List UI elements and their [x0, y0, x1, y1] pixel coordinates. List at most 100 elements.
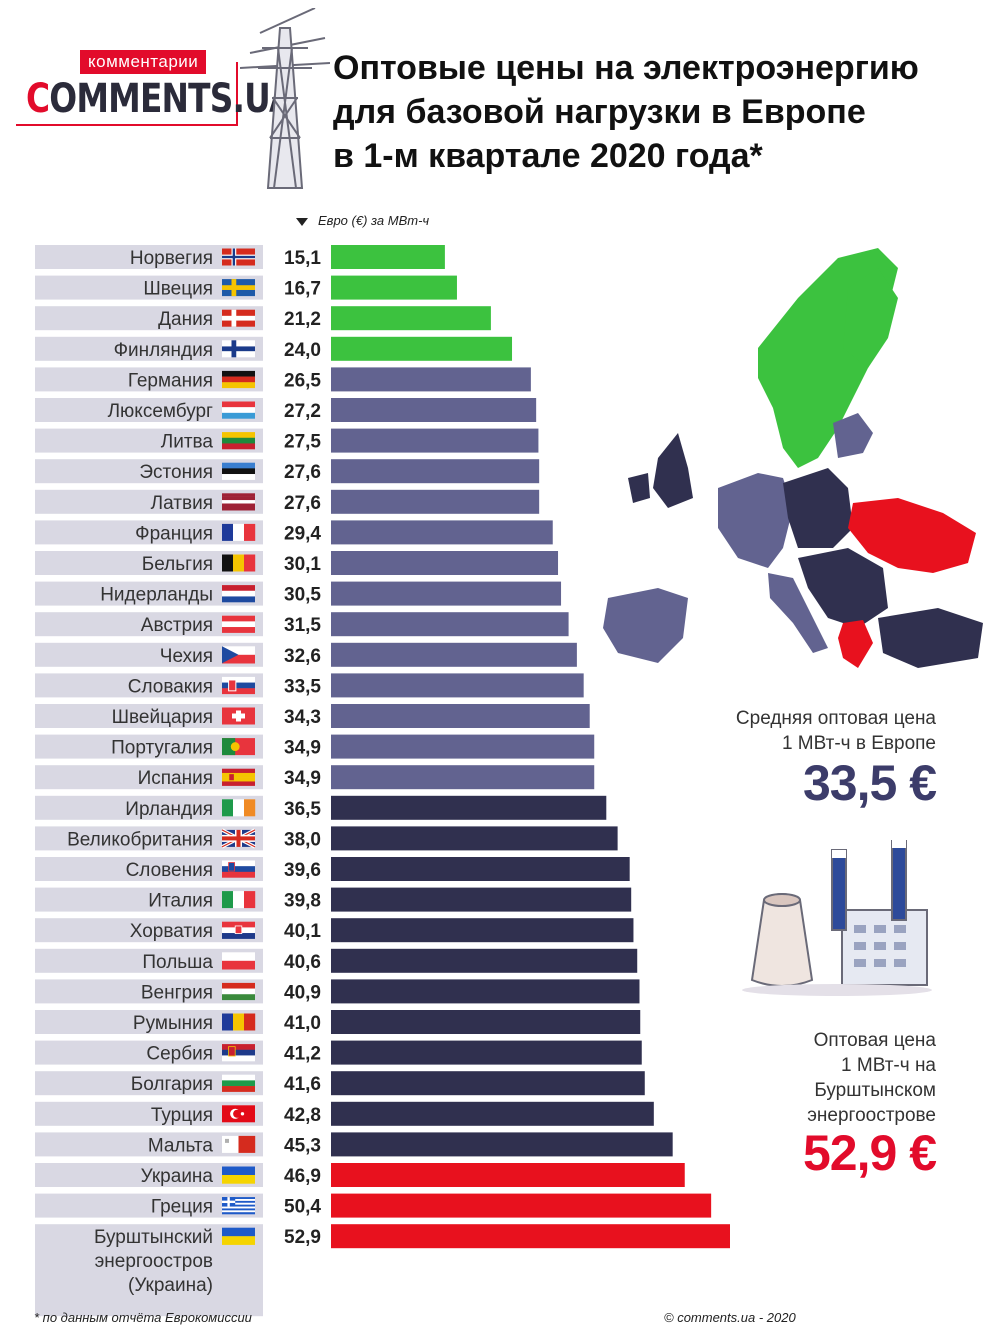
- bar: [331, 642, 577, 667]
- brand-logo: комментарии COMMENTS.UA: [16, 50, 294, 134]
- country-flag-norway: [222, 248, 255, 266]
- bar: [331, 1010, 641, 1034]
- flag-stripe: [222, 432, 255, 438]
- flag-stripe: [222, 1086, 255, 1092]
- flag-stripe: [222, 982, 255, 989]
- country-flag-czechia: [222, 646, 255, 664]
- chart-row: Австрия 31,5: [35, 612, 569, 637]
- row-label: Италия: [148, 891, 213, 912]
- unit-label-text: Евро (€) за МВт-ч: [318, 213, 430, 228]
- flag-stripe: [222, 772, 255, 778]
- value-label: 34,3: [284, 707, 321, 728]
- flag-emblem: [228, 1046, 236, 1057]
- bar: [331, 398, 537, 422]
- flag-stripe: [222, 1210, 255, 1213]
- average-label-line-2: 1 МВт-ч в Европе: [781, 733, 936, 754]
- copyright: © comments.ua - 2020: [664, 1310, 796, 1325]
- row-label: Бурштынский: [94, 1227, 213, 1248]
- row-label: Португалия: [111, 738, 213, 759]
- chart-row: Бурштынский энергоостров (Украина) 52,9: [35, 1224, 730, 1317]
- flag-emblem: [230, 742, 240, 752]
- title-line-2: для базовой нагрузки в Европе: [333, 93, 866, 131]
- row-label: Венгрия: [141, 982, 213, 1003]
- row-label: Швейцария: [112, 707, 213, 728]
- country-flag-slovenia: [222, 860, 255, 878]
- flag-stripe: [244, 799, 256, 817]
- flag-stripe: [222, 1049, 255, 1056]
- bar: [331, 612, 569, 637]
- sort-arrow-icon: [296, 217, 308, 226]
- row-label: Болгария: [131, 1074, 213, 1095]
- flag-stripe: [222, 585, 255, 591]
- value-label: 45,3: [284, 1135, 321, 1156]
- logo-tagline: комментарии: [80, 50, 207, 74]
- chart-row: Сербия 41,2: [35, 1040, 642, 1065]
- row-label: Литва: [161, 432, 214, 453]
- flag-stripe: [222, 370, 255, 377]
- chart-row: Норвегия 15,1: [35, 245, 445, 269]
- bar: [331, 826, 618, 851]
- country-flag-lithuania: [222, 432, 255, 450]
- chart-row: Люксембург 27,2: [35, 398, 537, 422]
- logo-wordmark: COMMENTS.UA: [26, 76, 294, 122]
- map-balkans: [798, 548, 888, 628]
- flag-stripe: [222, 1198, 255, 1202]
- flag-stripe: [222, 676, 255, 683]
- flag-stripe: [222, 1135, 239, 1153]
- bar: [331, 1040, 642, 1065]
- burshtyn-label-line-1: Оптовая цена: [813, 1030, 936, 1051]
- value-label: 30,1: [284, 554, 321, 575]
- country-flag-switzerland: [222, 707, 255, 725]
- country-flag-estonia: [222, 462, 255, 480]
- logo-wordmark-rest: OMMENTS.UA: [49, 76, 294, 122]
- chart-row: Словакия 33,5: [35, 673, 584, 698]
- flag-stripe: [222, 496, 255, 501]
- country-flag-serbia: [222, 1044, 255, 1062]
- flag-stripe: [222, 1204, 255, 1207]
- value-label: 40,9: [284, 982, 321, 1003]
- flag-stripe: [222, 1206, 255, 1209]
- flag-stripe: [222, 503, 255, 508]
- flag-stripe: [233, 799, 245, 817]
- map-iberia: [603, 588, 688, 663]
- flag-emblem: [229, 774, 234, 781]
- flag-stripe: [222, 921, 255, 928]
- value-label: 40,1: [284, 921, 321, 942]
- row-label: Швеция: [143, 279, 213, 300]
- row-label: Сербия: [146, 1044, 213, 1065]
- map-ukraine: [848, 498, 976, 573]
- unit-label: Евро (€) за МВт-ч: [296, 213, 429, 228]
- row-label: Дания: [158, 309, 213, 330]
- chart-row: Польша 40,6: [35, 948, 638, 973]
- chart-row: Эстония 27,6: [35, 459, 540, 484]
- flag-stripe: [222, 376, 255, 383]
- flag-emblem: [234, 925, 243, 935]
- flag-star: [240, 1112, 245, 1116]
- bar: [331, 1163, 685, 1187]
- bar: [331, 857, 630, 881]
- flag-stripe: [222, 590, 255, 597]
- value-label: 34,9: [284, 768, 321, 789]
- row-label: Латвия: [151, 493, 213, 514]
- country-flag-luxembourg: [222, 401, 255, 419]
- country-flag-germany: [222, 370, 255, 389]
- flag-stripe: [222, 1212, 255, 1215]
- map-west-europe: [718, 473, 793, 568]
- flag-stripe: [222, 401, 255, 408]
- bar: [331, 765, 595, 790]
- flag-cross: [222, 1200, 236, 1204]
- country-flag-poland: [222, 952, 255, 970]
- row-label: Словакия: [128, 676, 213, 697]
- value-label: 16,7: [284, 279, 321, 300]
- value-label: 36,5: [284, 799, 321, 820]
- flag-stripe: [222, 891, 234, 909]
- country-flag-ukraine: [222, 1227, 255, 1245]
- flag-triangle: [222, 646, 239, 664]
- country-flag-austria: [222, 615, 255, 633]
- map-italy: [768, 573, 828, 653]
- row-label: Ирландия: [125, 799, 213, 820]
- flag-stripe: [222, 988, 255, 995]
- chart-row: Словения 39,6: [35, 857, 630, 881]
- bar: [331, 581, 562, 606]
